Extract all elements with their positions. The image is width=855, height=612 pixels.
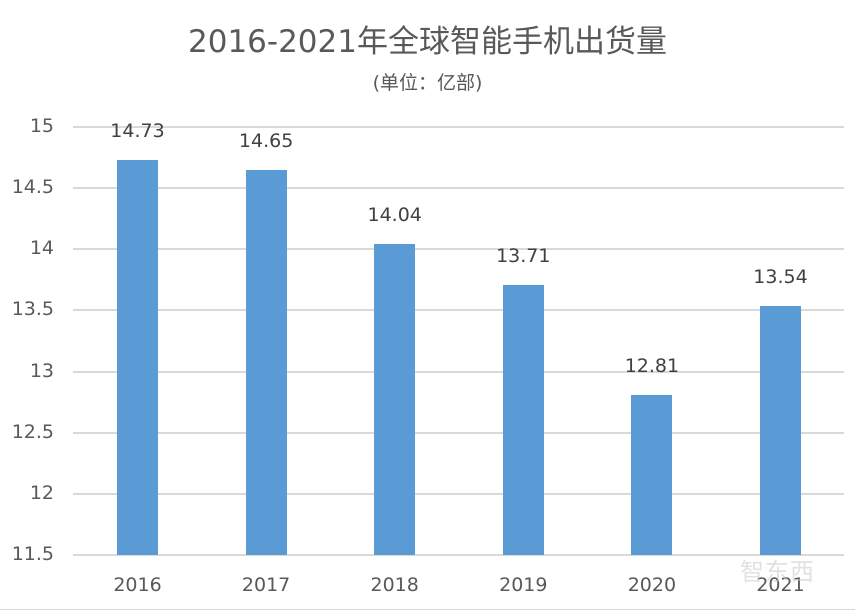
y-tick-label: 13 <box>29 359 54 382</box>
data-label: 13.54 <box>753 265 808 288</box>
bar-2020 <box>631 394 673 555</box>
bar-2019 <box>502 284 544 555</box>
gridline <box>73 248 844 251</box>
data-label: 14.73 <box>110 120 165 143</box>
x-tick-label: 2018 <box>370 574 419 596</box>
bar-2016 <box>117 160 158 555</box>
x-tick-label: 2020 <box>627 574 677 596</box>
gridline <box>73 431 844 434</box>
data-label: 12.81 <box>624 354 680 377</box>
bottom-border <box>0 609 855 610</box>
chart-subtitle: (单位：亿部) <box>372 72 483 94</box>
data-label: 13.71 <box>496 244 551 267</box>
y-tick-label: 12.5 <box>11 420 54 443</box>
y-tick-label: 14.5 <box>11 176 54 199</box>
bar-2018 <box>374 244 416 555</box>
gridline <box>73 492 844 495</box>
bar-2017 <box>245 169 287 555</box>
gridline <box>73 309 844 312</box>
gridline <box>73 554 844 556</box>
chart-title: 2016-2021年全球智能手机出货量 <box>188 24 667 60</box>
gridline <box>73 370 844 373</box>
y-tick-label: 11.5 <box>11 543 54 565</box>
x-tick-label: 2021 <box>756 574 805 596</box>
x-tick-label: 2017 <box>241 574 291 596</box>
bar-2021 <box>760 305 801 555</box>
watermark: 智东西 <box>740 558 815 586</box>
x-tick-label: 2016 <box>113 574 162 596</box>
x-tick-label: 2019 <box>499 574 548 596</box>
y-tick-label: 14 <box>29 237 54 260</box>
gridline <box>73 187 844 190</box>
y-tick-label: 15 <box>29 115 54 137</box>
data-label: 14.04 <box>367 204 422 227</box>
y-tick-label: 12 <box>29 481 54 504</box>
gridline <box>73 126 844 128</box>
data-label: 14.65 <box>238 129 294 152</box>
y-tick-label: 13.5 <box>11 298 54 321</box>
